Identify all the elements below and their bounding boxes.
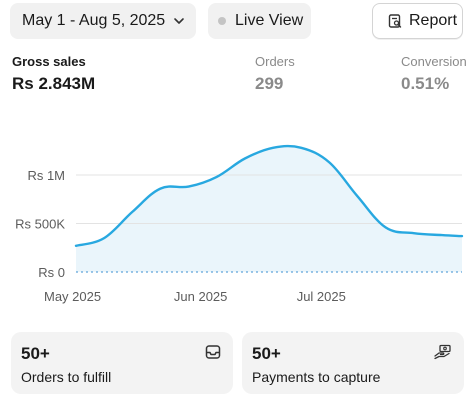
metric-value: Rs 2.843M [12,74,96,93]
card-count: 50+ [21,344,50,363]
chevron-down-icon [174,18,184,24]
date-range-button[interactable]: May 1 - Aug 5, 2025 [10,3,196,39]
toolbar: May 1 - Aug 5, 2025 Live View Report [0,0,476,48]
hand-money-icon [434,344,451,360]
live-status-dot [218,17,226,25]
inbox-icon [205,345,221,359]
metric-orders[interactable]: Orders 299 [255,54,295,95]
live-view-label: Live View [235,12,304,29]
y-tick-label: Rs 500K [15,217,65,232]
metric-value: 299 [255,74,284,93]
x-tick-label: Jul 2025 [297,289,346,304]
metric-label: Conversion [401,54,467,69]
date-range-label: May 1 - Aug 5, 2025 [22,12,166,29]
orders-to-fulfill-card[interactable]: 50+ Orders to fulfill [11,332,233,394]
card-label: Orders to fulfill [21,369,112,385]
metric-label: Gross sales [12,54,86,69]
x-tick-label: May 2025 [44,289,101,304]
report-button[interactable]: Report [372,3,463,39]
metric-conversion[interactable]: Conversion 0.51% [401,54,467,95]
y-tick-label: Rs 0 [38,265,65,280]
metric-label: Orders [255,54,295,69]
payments-to-capture-card[interactable]: 50+ Payments to capture [242,332,464,394]
series-line [74,144,464,247]
live-view-button[interactable]: Live View [208,3,311,39]
metric-value: 0.51% [401,74,450,93]
card-count: 50+ [252,344,281,363]
report-icon [388,14,402,28]
gross-sales-chart: Rs 1M Rs 500K Rs 0 May 2025 Jun 2025 Jul 2025 [15,144,464,304]
x-tick-label: Jun 2025 [174,289,228,304]
metric-gross-sales[interactable]: Gross sales Rs 2.843M [12,54,95,95]
y-tick-label: Rs 1M [27,168,65,183]
card-label: Payments to capture [252,369,381,385]
series-area-fill [76,146,462,272]
report-label: Report [409,12,458,29]
